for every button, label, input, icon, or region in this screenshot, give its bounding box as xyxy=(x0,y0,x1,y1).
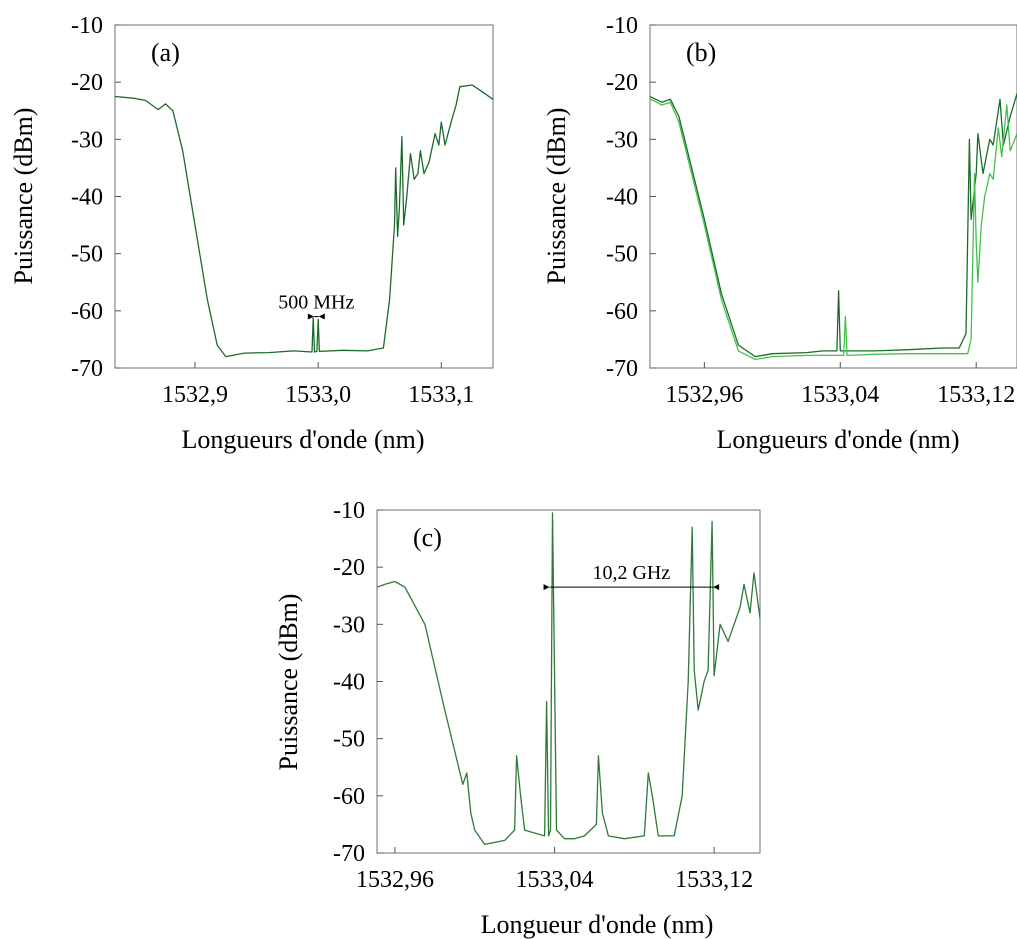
annotation-arrow-right xyxy=(713,584,720,591)
y-tick-label: -10 xyxy=(333,498,365,524)
y-tick-label: -30 xyxy=(333,612,365,638)
panel-label: (a) xyxy=(151,38,180,67)
x-tick-label: 1533,12 xyxy=(675,867,753,893)
panel-label: (b) xyxy=(686,38,716,67)
y-tick-label: -70 xyxy=(606,356,638,382)
x-tick-label: 1532,9 xyxy=(162,382,228,408)
y-tick-label: -30 xyxy=(606,127,638,153)
x-axis-label: Longueurs d'onde (nm) xyxy=(717,425,960,454)
y-tick-label: -70 xyxy=(333,841,365,867)
x-tick-label: 1532,96 xyxy=(356,867,434,893)
panel-label: (c) xyxy=(413,523,442,552)
x-axis-label: Longueur d'onde (nm) xyxy=(481,910,714,939)
x-tick-label: 1532,96 xyxy=(665,382,743,408)
y-tick-label: -50 xyxy=(333,727,365,753)
annotation-label: 500 MHz xyxy=(278,292,354,314)
plot-frame xyxy=(376,509,761,854)
plot-frame xyxy=(114,24,494,369)
annotation-arrow-left xyxy=(307,313,314,320)
annotation-label: 10,2 GHz xyxy=(592,562,670,584)
spacing-annotation: 500 MHz xyxy=(278,292,354,320)
y-tick-label: -50 xyxy=(71,242,103,268)
y-tick-label: -40 xyxy=(71,185,103,211)
chart-panel: -10 -20 -30 -40 -50 -60 -70 1532,96 1533,04 1533,… xyxy=(542,13,1017,454)
y-tick-label: -50 xyxy=(606,242,638,268)
x-tick-label: 1533,12 xyxy=(937,382,1015,408)
y-tick-label: -20 xyxy=(606,70,638,96)
x-tick-label: 1533,04 xyxy=(516,867,594,893)
y-tick-label: -10 xyxy=(606,13,638,39)
x-tick-label: 1533,0 xyxy=(285,382,351,408)
series-line-1 xyxy=(376,512,761,846)
y-axis-label: Puissance (dBm) xyxy=(274,594,303,771)
y-axis-label: Puissance (dBm) xyxy=(9,108,38,285)
chart-panel: -10 -20 -30 -40 -50 -60 -70 1532,9 1533,0 1533,1 L… xyxy=(9,13,494,454)
plot-frame xyxy=(649,24,1017,369)
annotation-arrow-left xyxy=(543,584,550,591)
series-line-1 xyxy=(649,93,1017,358)
x-axis-label: Longueurs d'onde (nm) xyxy=(182,425,425,454)
y-axis-label: Puissance (dBm) xyxy=(542,108,571,285)
series-line-1 xyxy=(114,84,494,358)
y-tick-label: -60 xyxy=(333,784,365,810)
x-tick-label: 1533,04 xyxy=(801,382,879,408)
spacing-annotation: 10,2 GHz xyxy=(543,562,720,591)
y-tick-label: -20 xyxy=(71,70,103,96)
y-tick-label: -60 xyxy=(606,299,638,325)
y-tick-label: -40 xyxy=(333,670,365,696)
y-tick-label: -30 xyxy=(71,127,103,153)
y-tick-label: -60 xyxy=(71,299,103,325)
y-tick-label: -40 xyxy=(606,185,638,211)
x-tick-label: 1533,1 xyxy=(408,382,474,408)
y-tick-label: -70 xyxy=(71,356,103,382)
y-tick-label: -20 xyxy=(333,555,365,581)
y-tick-label: -10 xyxy=(71,13,103,39)
series-line-2 xyxy=(649,98,1017,361)
annotation-arrow-right xyxy=(318,313,325,320)
